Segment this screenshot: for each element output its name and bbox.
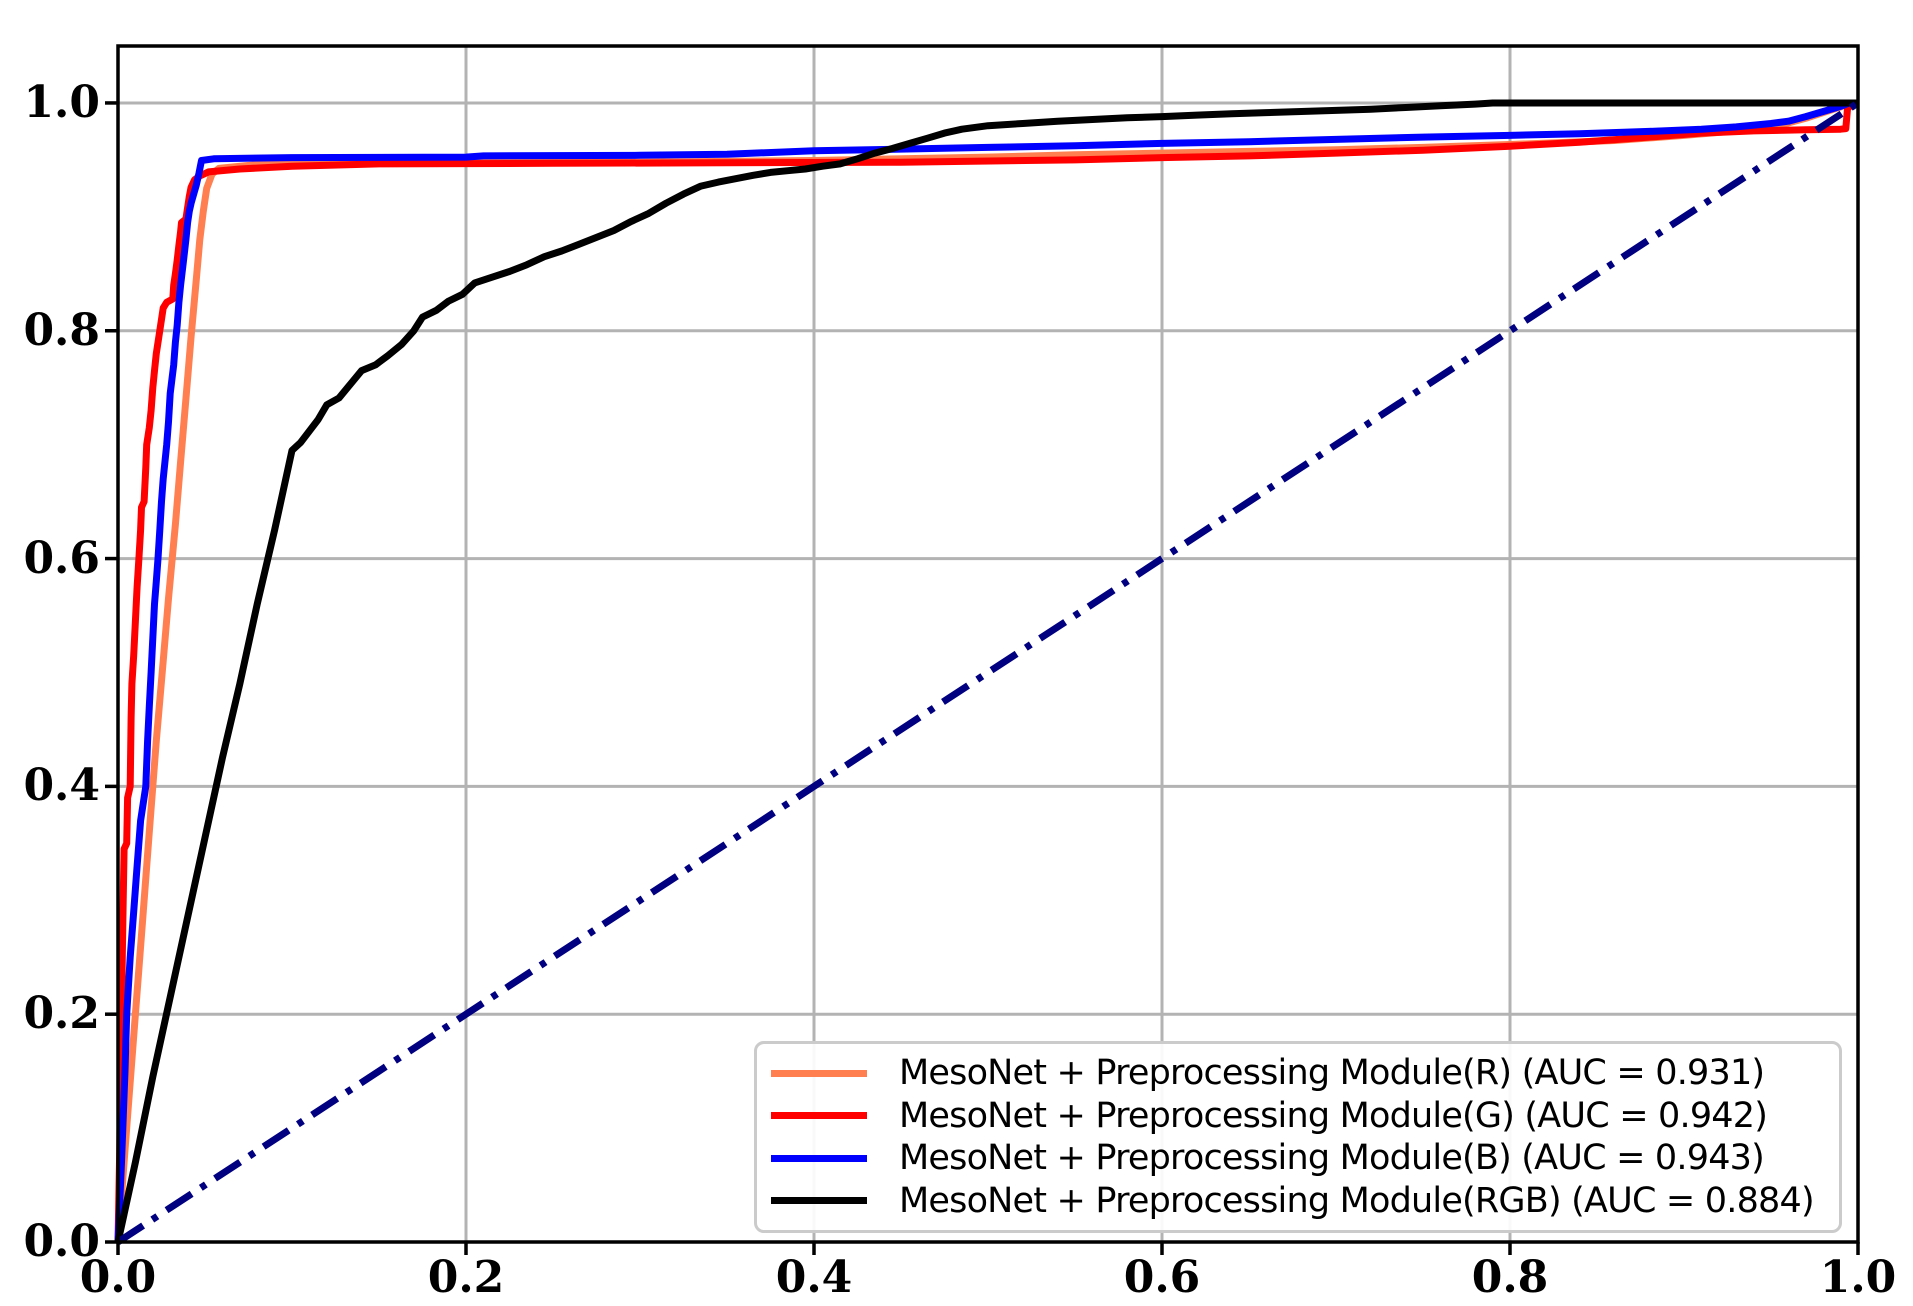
- curve-mesonet-preprocessing-rgb: [114, 99, 1858, 1243]
- legend-line-swatch-g: [771, 1112, 867, 1120]
- x-tick-label-1.0: 1.0: [1819, 1252, 1897, 1303]
- legend-item-b: MesoNet + Preprocessing Module(B) (AUC =…: [771, 1138, 1829, 1178]
- y-tick-label-0.8: 0.8: [23, 305, 100, 356]
- legend-label-b: MesoNet + Preprocessing Module(B) (AUC =…: [899, 1138, 1765, 1179]
- legend-label-r: MesoNet + Preprocessing Module(R) (AUC =…: [899, 1053, 1765, 1094]
- y-tick-label-1.0: 1.0: [23, 77, 100, 128]
- x-tick-label-0.4: 0.4: [775, 1252, 853, 1303]
- legend-label-g: MesoNet + Preprocessing Module(G) (AUC =…: [899, 1095, 1768, 1136]
- legend-label-rgb: MesoNet + Preprocessing Module(RGB) (AUC…: [899, 1180, 1815, 1221]
- curve-mesonet-preprocessing-b: [114, 99, 1858, 1243]
- y-tick-label-0.4: 0.4: [23, 760, 100, 811]
- axes-spines: [105, 44, 1860, 1255]
- y-tick-label-0.6: 0.6: [23, 533, 100, 584]
- legend-item-r: MesoNet + Preprocessing Module(R) (AUC =…: [771, 1053, 1829, 1093]
- x-tick-label-0.0: 0.0: [79, 1252, 157, 1303]
- curve-mesonet-preprocessing-g: [114, 99, 1860, 1243]
- roc-curves: [114, 99, 1860, 1245]
- legend-line-swatch-rgb: [771, 1197, 867, 1205]
- legend-item-g: MesoNet + Preprocessing Module(G) (AUC =…: [771, 1096, 1829, 1136]
- legend-line-swatch-r: [771, 1069, 867, 1077]
- x-tick-label-0.8: 0.8: [1471, 1252, 1549, 1303]
- legend-item-rgb: MesoNet + Preprocessing Module(RGB) (AUC…: [771, 1181, 1829, 1221]
- legend-box: MesoNet + Preprocessing Module(R) (AUC =…: [754, 1041, 1842, 1233]
- x-tick-label-0.2: 0.2: [427, 1252, 505, 1303]
- y-tick-label-0.0: 0.0: [23, 1216, 100, 1267]
- y-tick-label-0.2: 0.2: [23, 988, 100, 1039]
- x-tick-label-0.6: 0.6: [1123, 1252, 1201, 1303]
- legend-line-swatch-b: [771, 1154, 867, 1162]
